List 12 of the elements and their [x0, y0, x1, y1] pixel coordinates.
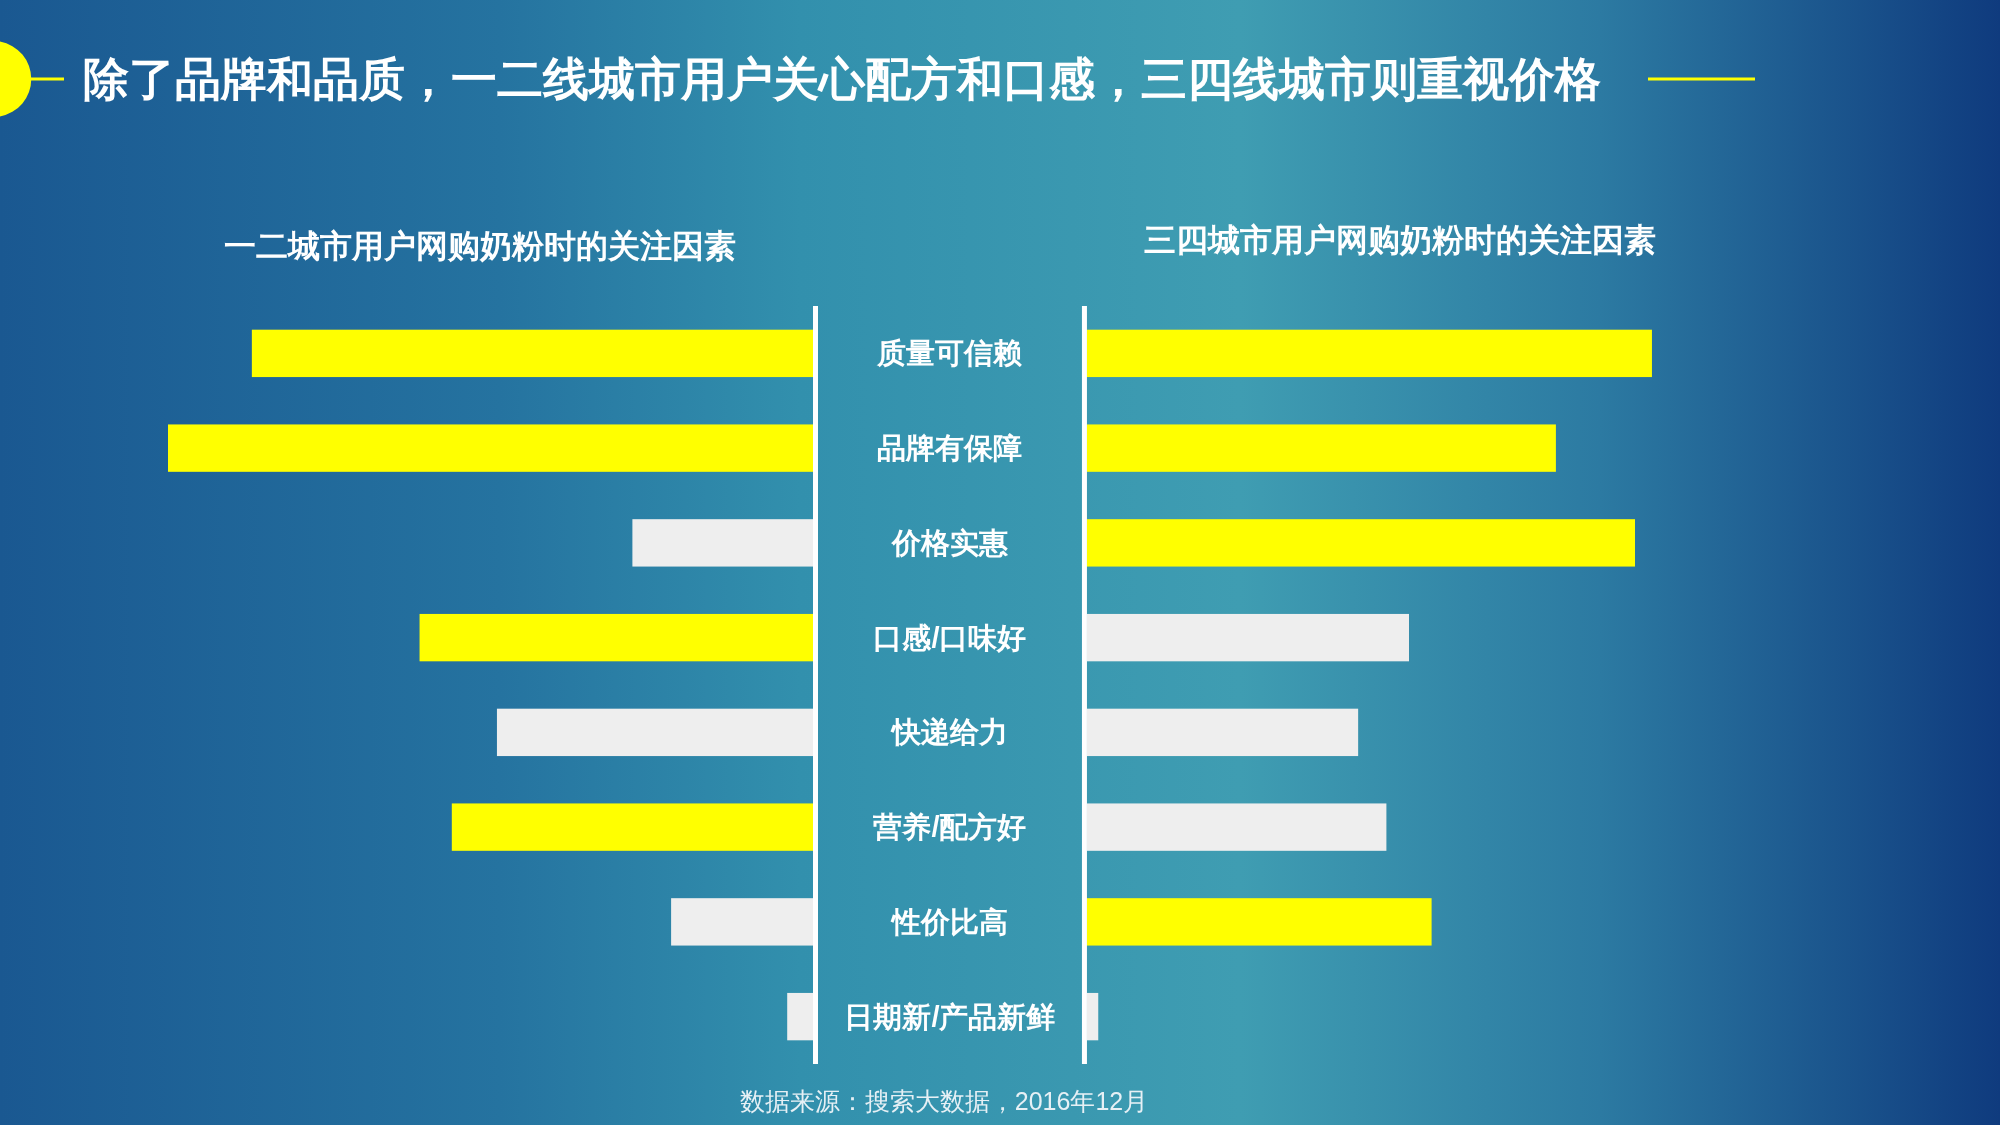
chart-subtitle: 一二城市用户网购奶粉时的关注因素 [224, 228, 736, 264]
chart-title: 除了品牌和品质，一二线城市用户关心配方和口感，三四线城市则重视价格 [83, 53, 1601, 105]
y-tick-label: 口感/口味好 [873, 621, 1027, 654]
y-tick-label: 营养/配方好 [872, 811, 1027, 844]
y-tick-label: 性价比高 [889, 905, 1008, 938]
y-tick-label: 快递给力 [889, 716, 1008, 749]
y-tick-label: 品牌有保障 [877, 432, 1023, 465]
y-tick-label: 日期新/产品新鲜 [844, 1000, 1056, 1033]
chart-title: 三四城市用户网购奶粉时的关注因素 [1144, 222, 1656, 258]
y-tick-label: 价格实惠 [890, 526, 1008, 559]
source-note: 数据来源：搜索大数据，2016年12月 [739, 1087, 1149, 1115]
y-tick-label: 质量可信赖 [876, 337, 1023, 370]
